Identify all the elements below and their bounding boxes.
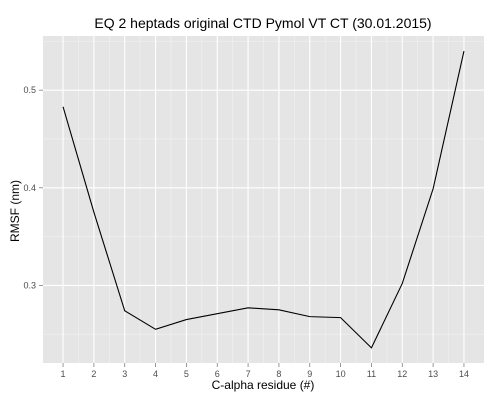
data-point <box>154 328 157 331</box>
x-tick-label: 8 <box>276 369 281 379</box>
y-axis-title: RMSF (nm) <box>8 180 22 242</box>
x-axis-tick-labels: 1 2 3 4 5 6 7 8 9 10 11 12 13 14 <box>61 369 469 379</box>
data-point <box>401 282 404 285</box>
data-point <box>62 105 65 108</box>
x-tick-label: 3 <box>122 369 127 379</box>
y-tick-label: 0.5 <box>23 85 36 95</box>
x-tick-label: 5 <box>184 369 189 379</box>
data-point <box>432 187 435 190</box>
rmsf-series-line <box>62 51 465 349</box>
data-point <box>277 308 280 311</box>
x-tick-label: 10 <box>336 369 346 379</box>
x-tick-label: 4 <box>153 369 158 379</box>
x-tick-label: 14 <box>459 369 469 379</box>
minor-gridlines <box>43 36 484 363</box>
data-point <box>462 50 465 53</box>
chart-title: EQ 2 heptads original CTD Pymol VT CT (3… <box>94 15 431 31</box>
axis-ticks <box>39 89 465 367</box>
data-point <box>92 211 95 214</box>
data-point <box>247 306 250 309</box>
x-tick-label: 7 <box>246 369 251 379</box>
y-axis-tick-labels: 0.3 0.4 0.5 <box>23 85 36 290</box>
y-tick-label: 0.3 <box>23 280 36 290</box>
data-point <box>185 318 188 321</box>
x-tick-label: 13 <box>428 369 438 379</box>
x-tick-label: 6 <box>215 369 220 379</box>
data-point <box>123 309 126 312</box>
x-tick-label: 1 <box>61 369 66 379</box>
y-tick-label: 0.4 <box>23 183 36 193</box>
x-tick-label: 2 <box>91 369 96 379</box>
x-tick-label: 9 <box>307 369 312 379</box>
data-point <box>216 312 219 315</box>
x-tick-label: 12 <box>397 369 407 379</box>
data-point <box>370 346 373 349</box>
data-point <box>339 316 342 319</box>
data-point <box>308 315 311 318</box>
x-axis-title: C-alpha residue (#) <box>212 378 315 392</box>
x-tick-label: 11 <box>367 369 376 379</box>
